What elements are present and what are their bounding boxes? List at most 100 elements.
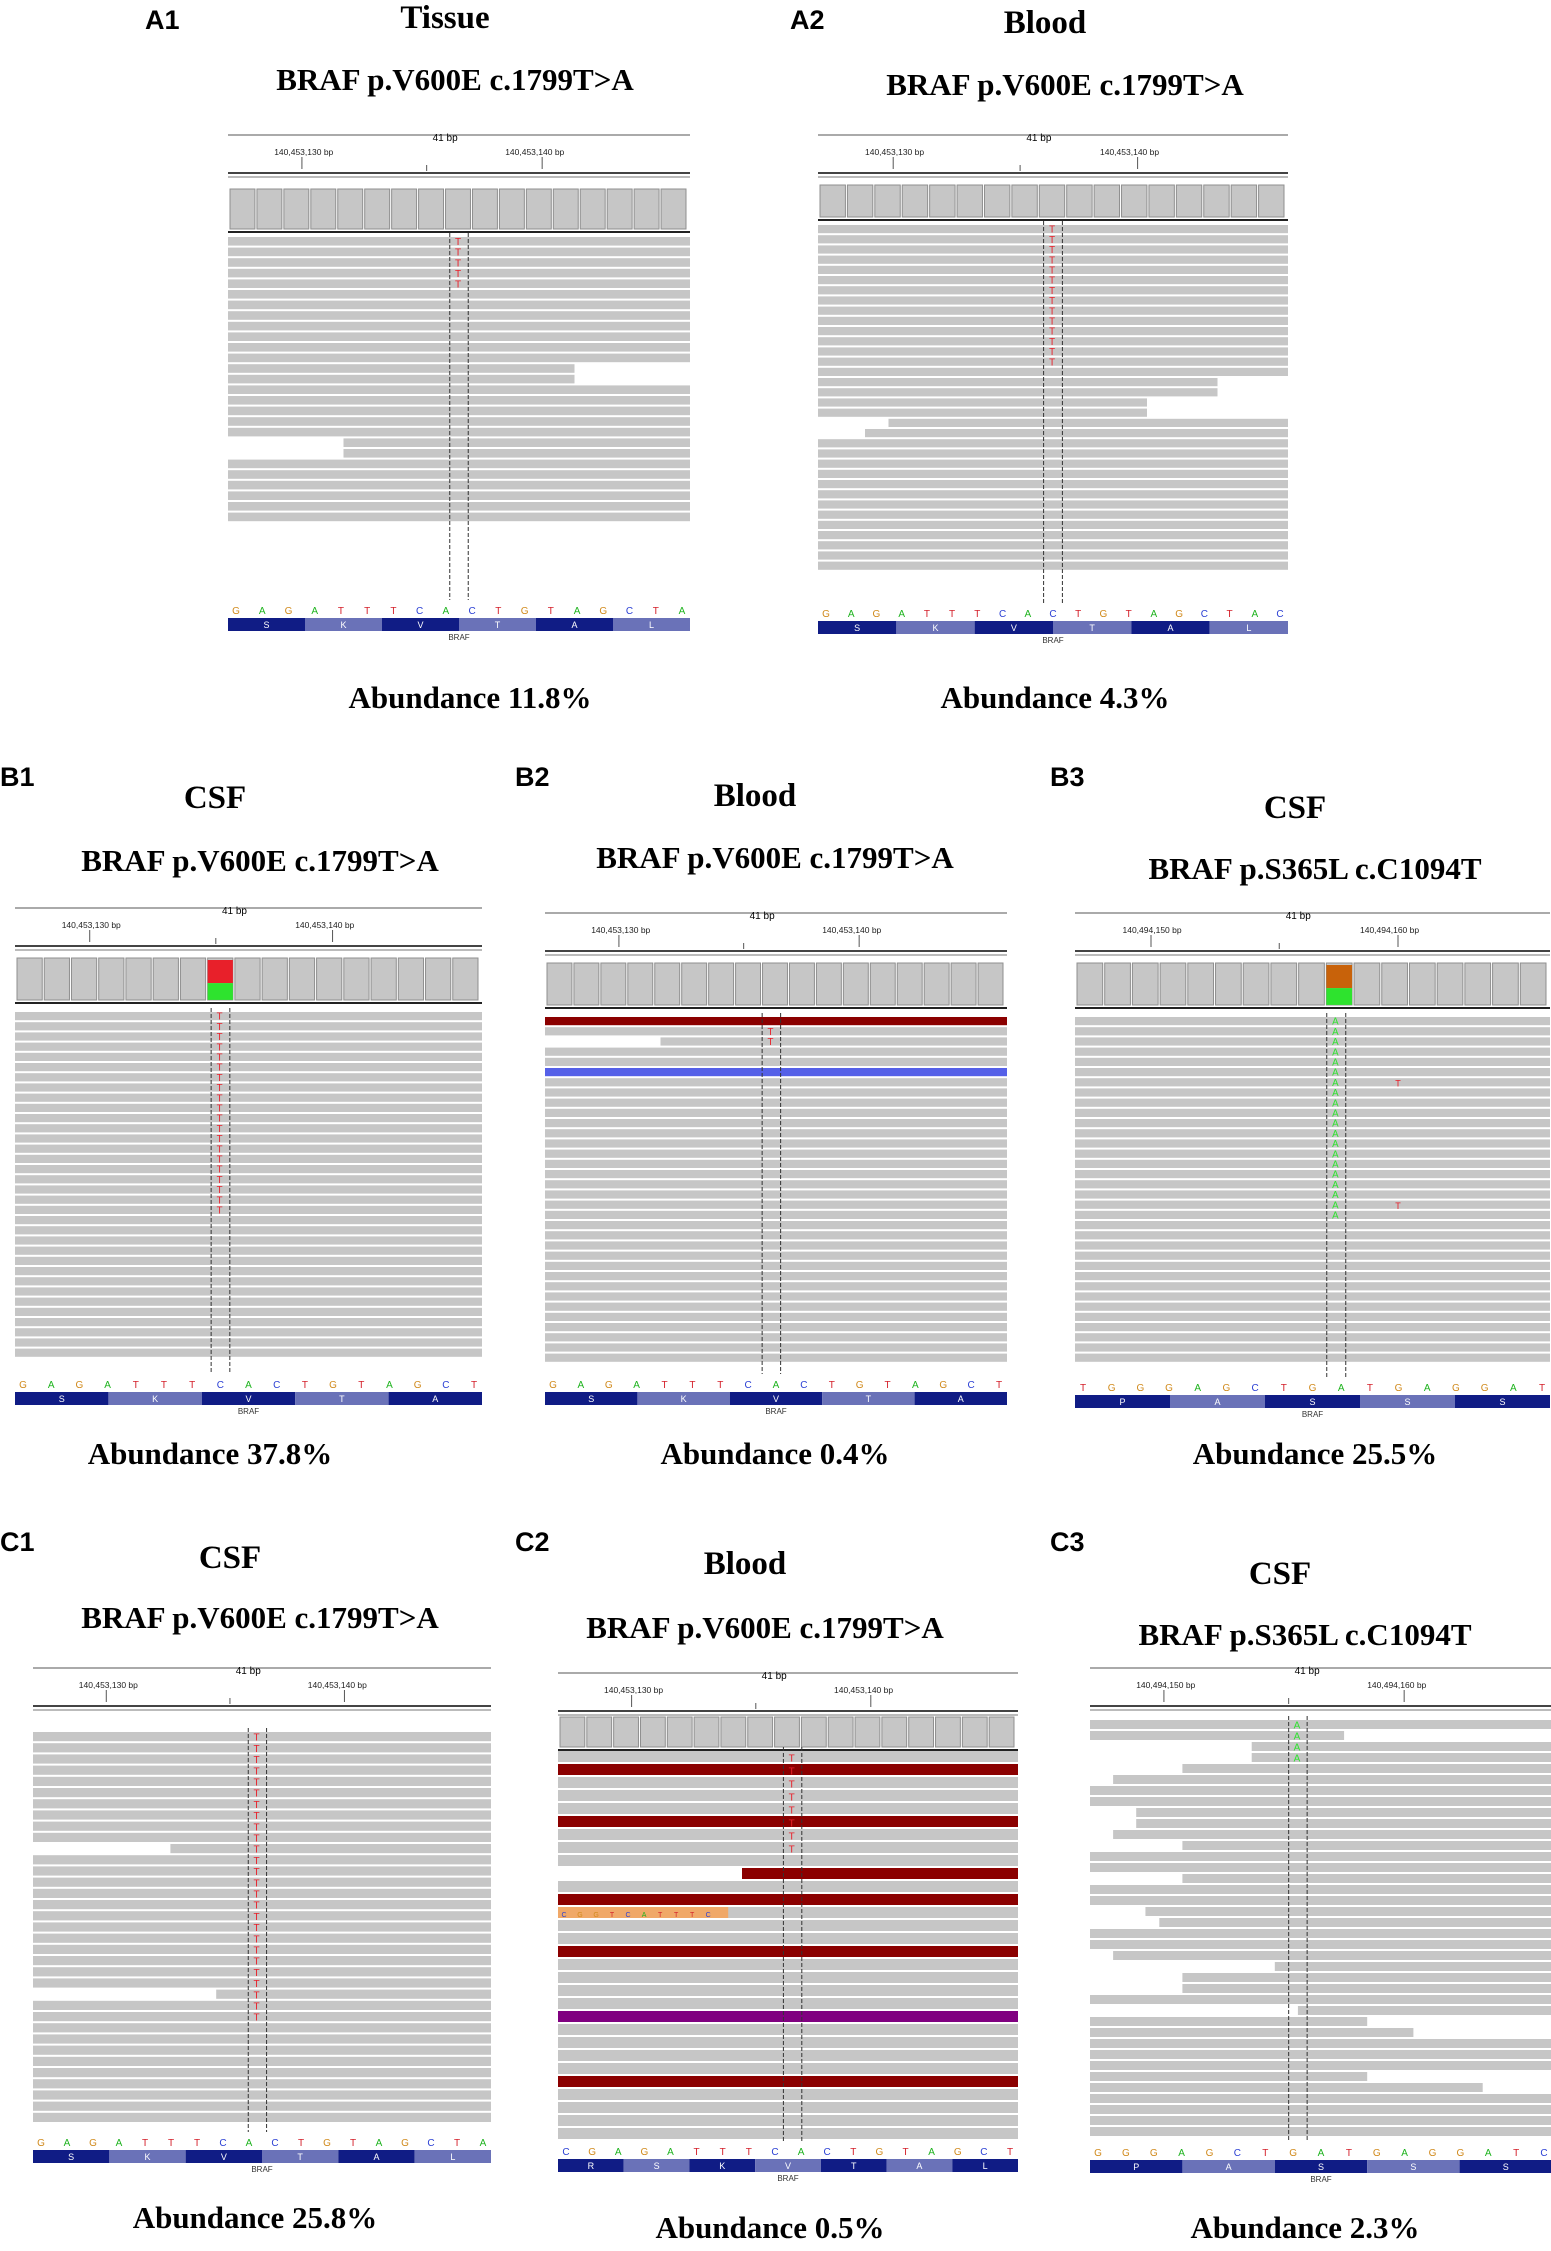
sequence-base: C bbox=[219, 2138, 226, 2149]
aligned-read bbox=[228, 396, 690, 405]
aligned-read bbox=[818, 459, 1288, 468]
aligned-read bbox=[33, 2000, 491, 2010]
aligned-read bbox=[1090, 1995, 1551, 2004]
aligned-read bbox=[558, 1959, 1018, 1970]
sequence-base: T bbox=[142, 2138, 148, 2149]
aligned-read bbox=[1136, 1808, 1551, 1817]
amino-acid-box bbox=[262, 2150, 339, 2163]
aligned-read bbox=[1075, 1323, 1550, 1332]
read-base: T bbox=[674, 1912, 679, 1919]
mutation-base: T bbox=[1049, 306, 1055, 317]
mutation-base: A bbox=[1294, 1721, 1301, 1732]
amino-acid-label: V bbox=[221, 2152, 227, 2162]
mutation-base: T bbox=[455, 269, 461, 280]
amino-acid-box bbox=[1367, 2160, 1460, 2173]
mutation-base: T bbox=[217, 1124, 223, 1135]
aligned-read bbox=[818, 480, 1288, 489]
mutation-base: A bbox=[1332, 1098, 1339, 1109]
aligned-read bbox=[545, 1292, 1007, 1301]
mutation-base: T bbox=[1049, 296, 1055, 307]
amino-acid-box bbox=[108, 1392, 202, 1405]
sample-title: Blood bbox=[703, 1546, 787, 1582]
aligned-read bbox=[33, 1799, 491, 1809]
amino-acid-box bbox=[109, 2150, 186, 2163]
amino-acid-label: V bbox=[785, 2161, 791, 2171]
gene-label: BRAF bbox=[448, 633, 469, 642]
sample-title: CSF bbox=[198, 1540, 262, 1576]
sequence-base: C bbox=[427, 2138, 434, 2149]
coverage-bar bbox=[283, 188, 310, 230]
sequence-base: C bbox=[824, 2147, 831, 2158]
aligned-read bbox=[1090, 1929, 1551, 1938]
panel-label: C2 bbox=[515, 1527, 550, 1557]
coverage-bar bbox=[229, 188, 256, 230]
coverage-bar bbox=[819, 184, 846, 218]
coverage-bar bbox=[288, 957, 316, 1001]
sequence-base: G bbox=[1175, 609, 1183, 620]
coverage-bar bbox=[1131, 962, 1159, 1006]
amino-acid-box bbox=[729, 1392, 823, 1405]
mutation-base: A bbox=[1332, 1047, 1339, 1058]
amino-acid-label: K bbox=[932, 623, 938, 633]
mutation-base: T bbox=[455, 248, 461, 259]
sequence-base: G bbox=[401, 2138, 409, 2149]
coverage-bar bbox=[1011, 184, 1038, 218]
sequence-base: T bbox=[1539, 1383, 1545, 1394]
read-base: A bbox=[642, 1912, 647, 1919]
mutation-base: T bbox=[1049, 327, 1055, 338]
amino-acid-box bbox=[1360, 1395, 1455, 1408]
sequence-base: C bbox=[771, 2147, 778, 2158]
ruler-tick-label: 140,494,150 bp bbox=[1136, 1680, 1195, 1690]
sample-title: CSF bbox=[1248, 1556, 1312, 1592]
aligned-read bbox=[818, 490, 1288, 499]
aligned-read bbox=[1075, 1272, 1550, 1281]
mutation-base: T bbox=[217, 1134, 223, 1145]
sequence-base: T bbox=[350, 2138, 356, 2149]
amino-acid-label: L bbox=[1246, 623, 1251, 633]
aligned-read bbox=[1090, 2061, 1551, 2070]
aligned-read bbox=[1090, 1720, 1551, 1729]
mutation-base: A bbox=[1332, 1129, 1339, 1140]
mutation-base: T bbox=[455, 280, 461, 291]
aligned-read bbox=[15, 1318, 482, 1327]
amino-acid-label: L bbox=[450, 2152, 455, 2162]
coverage-bar bbox=[364, 188, 391, 230]
ruler-span-label: 41 bp bbox=[433, 133, 458, 144]
aligned-read bbox=[558, 1764, 1018, 1775]
soft-clipped-read bbox=[558, 1907, 729, 1918]
mutation-base: T bbox=[789, 1767, 795, 1778]
aligned-read bbox=[558, 1894, 1018, 1905]
aligned-read bbox=[818, 337, 1288, 346]
aligned-read bbox=[818, 561, 1288, 570]
coverage-bar bbox=[1519, 962, 1547, 1006]
aligned-read bbox=[558, 1881, 1018, 1892]
aligned-read bbox=[33, 1788, 491, 1798]
sequence-base: T bbox=[133, 1380, 139, 1391]
coverage-bar bbox=[1258, 184, 1285, 218]
mutation-base: T bbox=[253, 1778, 259, 1789]
aligned-read bbox=[33, 1967, 491, 1977]
sequence-base: C bbox=[469, 606, 476, 617]
amino-acid-label: T bbox=[866, 1394, 872, 1404]
amino-acid-box bbox=[1182, 2160, 1275, 2173]
read-base: C bbox=[561, 1912, 566, 1919]
mutation-base: T bbox=[1049, 357, 1055, 368]
coverage-bar bbox=[1408, 962, 1436, 1006]
amino-acid-box bbox=[822, 1392, 915, 1405]
aligned-read bbox=[545, 1190, 1007, 1199]
amino-acid-box bbox=[1090, 2160, 1183, 2173]
aligned-read bbox=[545, 1088, 1007, 1097]
coverage-bar bbox=[1492, 962, 1519, 1006]
sequence-base: T bbox=[884, 1380, 890, 1391]
aligned-read bbox=[742, 1868, 1018, 1879]
aligned-read bbox=[1075, 1282, 1550, 1291]
aligned-read bbox=[818, 347, 1288, 356]
aligned-read bbox=[558, 1751, 1018, 1762]
coverage-bar bbox=[1436, 962, 1464, 1006]
sequence-base: T bbox=[189, 1380, 195, 1391]
mutation-base: A bbox=[1294, 1743, 1301, 1754]
sequence-base: C bbox=[1234, 2148, 1241, 2159]
aligned-read bbox=[33, 2034, 491, 2044]
